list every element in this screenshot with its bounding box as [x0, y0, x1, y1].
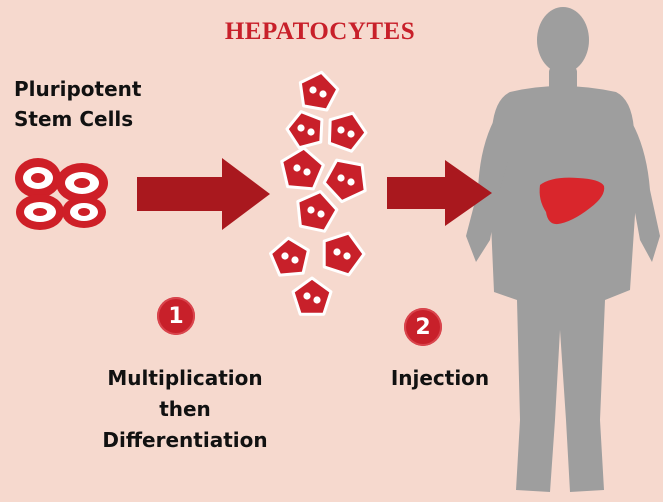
hepatocyte-nucleus	[313, 296, 321, 304]
hepatocyte-cell	[280, 146, 325, 191]
arrow-icon	[137, 158, 270, 230]
hepatocyte-nucleus	[303, 292, 311, 300]
step-1-label-line: Multiplication	[107, 366, 263, 390]
hepatocyte-cell	[269, 236, 310, 277]
hepatocyte-nucleus	[309, 86, 317, 94]
step-2-label-line: Injection	[390, 366, 490, 390]
stem-cells-label-line: Pluripotent	[14, 77, 142, 101]
hepatocyte-nucleus	[343, 252, 351, 260]
stem-cells-icon	[15, 158, 108, 230]
hepatocyte-nucleus	[319, 90, 327, 98]
arrow-icon	[387, 160, 492, 226]
hepatocyte-cell	[327, 111, 368, 153]
step-1-label: Multiplication then Differentiation	[80, 363, 290, 456]
hepatocyte-cell	[285, 110, 324, 150]
hepatocyte-nucleus	[303, 168, 311, 176]
human-body-silhouette	[466, 7, 660, 492]
hepatocyte-cell	[291, 276, 333, 316]
hepatocyte-nucleus	[337, 174, 345, 182]
hepatocyte-nucleus	[307, 206, 315, 214]
step-1-label-line: Differentiation	[102, 428, 268, 452]
hepatocyte-cell	[322, 158, 367, 204]
hepatocyte-nucleus	[317, 210, 325, 218]
hepatocyte-nucleus	[333, 248, 341, 256]
hepatocyte-nucleus	[347, 130, 355, 138]
hepatocyte-nucleus	[291, 256, 299, 264]
hepatocyte-nucleus	[293, 164, 301, 172]
step-1-label-line: then	[159, 397, 211, 421]
hepatocytes-cluster-icon	[269, 70, 368, 316]
step-2-label: Injection	[370, 363, 510, 394]
hepatocyte-nucleus	[297, 124, 305, 132]
step-number-badge: 1	[157, 297, 195, 335]
hepatocyte-nucleus	[281, 252, 289, 260]
hepatocyte-nucleus	[307, 128, 315, 136]
stem-cells-label: Pluripotent Stem Cells	[14, 74, 141, 134]
diagram-title: HEPATOCYTES	[224, 18, 416, 45]
liver-icon	[539, 177, 605, 225]
stem-cells-label-line: Stem Cells	[14, 107, 134, 131]
hepatocyte-nucleus	[347, 178, 355, 186]
step-number-badge: 2	[404, 308, 442, 346]
hepatocyte-nucleus	[337, 126, 345, 134]
hepatocyte-cell	[298, 70, 340, 112]
hepatocyte-cell	[296, 190, 339, 233]
